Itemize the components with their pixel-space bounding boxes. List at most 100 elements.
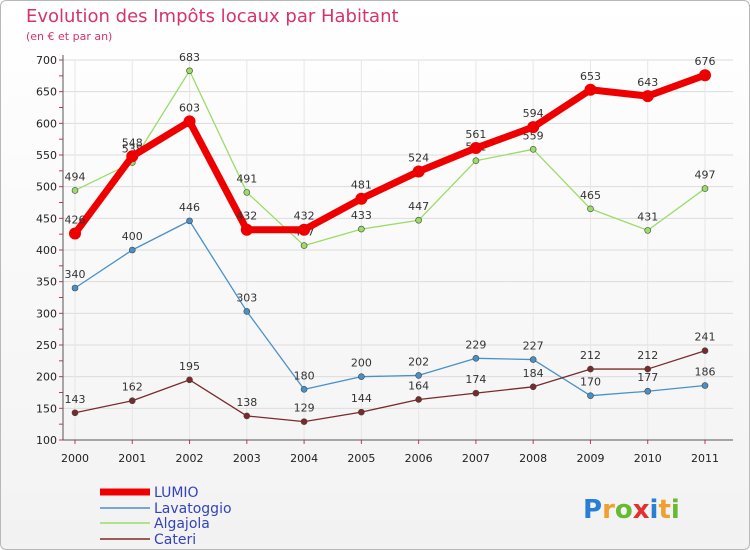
y-tick-label: 700: [36, 54, 57, 67]
series-group: 340 400 446 303 180 200 202 229 227 170 177 186 494 5…: [65, 51, 716, 425]
data-point: [71, 409, 79, 417]
data-label: 138: [236, 396, 257, 409]
series-cateri: 143 162 195 138 129 144 164 174 184 212 212 241: [65, 331, 716, 425]
x-tick-label: 2009: [576, 452, 604, 465]
x-tick-label: 2006: [405, 452, 433, 465]
data-label: 195: [179, 360, 200, 373]
x-tick-label: 2004: [290, 452, 318, 465]
legend-label: LUMIO: [154, 485, 199, 501]
y-tick-label: 150: [36, 402, 57, 415]
legend-label: Lavatoggio: [154, 501, 232, 517]
data-label: 212: [580, 349, 601, 362]
data-point: [358, 408, 365, 416]
legend-item: LUMIO: [100, 485, 199, 501]
data-point: [240, 223, 253, 236]
proxiti-logo: Proxiti: [583, 495, 680, 525]
data-point: [300, 242, 308, 249]
logo-letter: t: [658, 495, 670, 525]
y-tick-label: 400: [36, 244, 57, 257]
data-point: [71, 187, 79, 194]
data-label: 491: [236, 172, 257, 185]
series-line: [74, 70, 706, 247]
y-tick-label: 200: [36, 371, 57, 384]
data-label: 174: [465, 373, 486, 386]
logo-letter: P: [583, 495, 602, 525]
data-point: [587, 205, 594, 213]
data-label: 241: [695, 331, 716, 344]
data-label: 497: [695, 169, 716, 182]
y-tick-label: 550: [36, 149, 57, 162]
data-point: [300, 418, 308, 425]
data-label: 200: [351, 357, 372, 370]
x-tick-label: 2000: [61, 452, 89, 465]
data-point: [699, 69, 711, 82]
data-point: [587, 365, 594, 373]
x-tick-label: 2005: [347, 452, 375, 465]
legend-label: Cateri: [154, 532, 196, 548]
y-tick-label: 450: [36, 212, 57, 225]
data-point: [300, 386, 308, 393]
data-label: 481: [351, 179, 372, 192]
data-label: 431: [637, 210, 658, 223]
x-tick-label: 2008: [519, 452, 547, 465]
data-point: [644, 227, 652, 234]
grid-lines: [63, 59, 733, 440]
series-line: [74, 350, 706, 423]
series-lumio: 426 548 603 432 432 481 524 561 594 653 643 676: [65, 55, 716, 240]
data-point: [186, 376, 193, 384]
data-point: [529, 356, 537, 363]
data-label: 683: [179, 51, 200, 64]
data-point: [412, 165, 425, 178]
data-label: 653: [580, 70, 601, 83]
data-label: 202: [408, 355, 429, 368]
x-tick-label: 2002: [176, 452, 204, 465]
data-point: [243, 189, 251, 196]
y-tick-label: 500: [36, 181, 57, 194]
data-label: 229: [465, 338, 486, 351]
x-tick-label: 2010: [634, 452, 662, 465]
logo-letter: i: [650, 495, 659, 525]
legend-item: Lavatoggio: [100, 501, 232, 517]
data-point: [644, 365, 652, 373]
data-label: 164: [408, 379, 429, 392]
data-label: 433: [351, 209, 372, 222]
data-label: 603: [179, 101, 200, 114]
data-label: 340: [65, 268, 86, 281]
data-label: 303: [236, 291, 257, 304]
data-point: [358, 373, 365, 380]
data-point: [128, 397, 136, 405]
data-point: [587, 392, 594, 399]
y-tick-label: 250: [36, 339, 57, 352]
series-line: [74, 220, 706, 397]
data-label: 548: [122, 136, 143, 149]
x-tick-label: 2011: [691, 452, 719, 465]
data-point: [298, 223, 311, 236]
data-point: [701, 347, 709, 355]
x-tick-label: 2003: [233, 452, 261, 465]
data-label: 184: [523, 367, 544, 380]
data-label: 561: [465, 128, 486, 141]
legend-item: Algajola: [100, 516, 210, 532]
chart-title: Evolution des Impôts locaux par Habitant: [26, 6, 399, 27]
data-point: [355, 192, 368, 205]
data-label: 494: [65, 170, 86, 183]
y-tick-label: 300: [36, 307, 57, 320]
series-line: [71, 71, 709, 238]
data-point: [472, 389, 480, 397]
data-point: [415, 396, 422, 403]
data-label: 426: [65, 214, 86, 227]
data-label: 432: [294, 210, 315, 223]
data-point: [186, 67, 193, 75]
y-tick-label: 350: [36, 276, 57, 289]
y-axis-ticks: 100 150 200 250 300 350 400 450 500 550 600 650 700: [36, 54, 57, 447]
data-point: [701, 185, 709, 192]
data-label: 643: [637, 76, 658, 89]
data-label: 177: [637, 371, 658, 384]
data-label: 227: [523, 340, 544, 353]
data-label: 465: [580, 189, 601, 202]
data-point: [415, 216, 422, 224]
chart-subtitle: (en € et par an): [26, 30, 112, 43]
axes: [59, 55, 733, 444]
